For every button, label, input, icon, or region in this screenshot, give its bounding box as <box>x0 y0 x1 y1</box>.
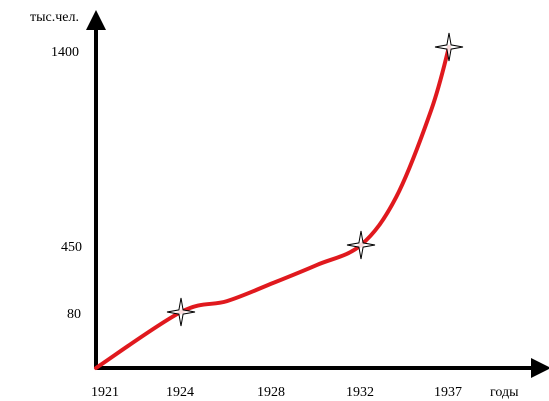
star-marker <box>166 297 196 327</box>
series-layer <box>94 45 451 370</box>
star-marker <box>434 32 464 62</box>
x-tick-label: 1937 <box>434 385 462 400</box>
star-marker <box>346 230 376 260</box>
y-tick-label: 1400 <box>51 45 79 60</box>
series-line <box>94 45 451 370</box>
marker-layer <box>166 32 464 327</box>
y-tick-label: 450 <box>61 240 82 255</box>
y-tick-label: 80 <box>67 307 81 322</box>
x-tick-label: 1921 <box>91 385 119 400</box>
x-tick-label: 1928 <box>257 385 285 400</box>
x-tick-label: 1924 <box>166 385 194 400</box>
x-tick-label: 1932 <box>346 385 374 400</box>
y-axis-title: тыс.чел. <box>30 10 79 25</box>
x-axis-title: годы <box>490 385 519 400</box>
